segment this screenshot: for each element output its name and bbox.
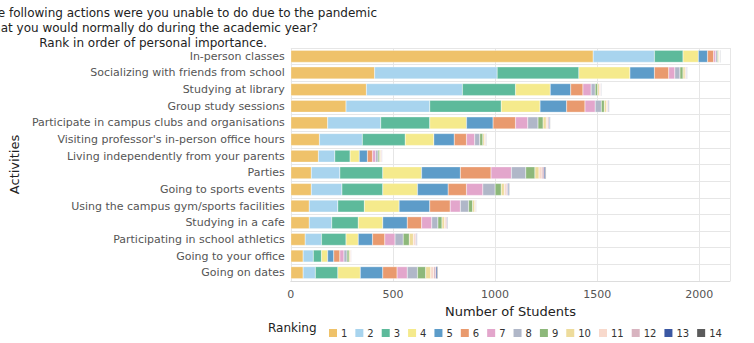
- svg-text:1: 1: [341, 328, 347, 339]
- svg-text:Group study sessions: Group study sessions: [167, 100, 285, 113]
- svg-text:0: 0: [287, 288, 294, 301]
- svg-text:10: 10: [578, 328, 591, 339]
- svg-text:4: 4: [420, 328, 426, 339]
- svg-text:Going to your office: Going to your office: [176, 250, 285, 263]
- svg-text:Rank in order of personal impo: Rank in order of personal importance.: [39, 36, 267, 50]
- svg-text:2000: 2000: [685, 288, 713, 301]
- svg-text:Which of the following actions: Which of the following actions were you …: [0, 6, 377, 20]
- svg-text:Living independently from your: Living independently from your parents: [67, 150, 285, 163]
- svg-text:11: 11: [611, 328, 624, 339]
- svg-text:Going to sports events: Going to sports events: [160, 183, 285, 196]
- svg-text:Ranking: Ranking: [268, 321, 317, 335]
- svg-text:Activities: Activities: [7, 135, 22, 195]
- svg-text:500: 500: [382, 288, 403, 301]
- svg-text:Going on dates: Going on dates: [201, 266, 285, 279]
- svg-text:Parties: Parties: [248, 166, 286, 179]
- svg-text:12: 12: [644, 328, 657, 339]
- svg-text:3: 3: [394, 328, 400, 339]
- svg-text:6: 6: [473, 328, 479, 339]
- svg-text:9: 9: [552, 328, 558, 339]
- svg-text:Participating in school athlet: Participating in school athletics: [113, 233, 285, 246]
- svg-text:5: 5: [446, 328, 452, 339]
- svg-text:1000: 1000: [481, 288, 509, 301]
- svg-text:1500: 1500: [583, 288, 611, 301]
- svg-text:Socializing with friends from: Socializing with friends from school: [90, 66, 285, 79]
- svg-text:14: 14: [709, 328, 722, 339]
- svg-text:Studying in a cafe: Studying in a cafe: [185, 216, 285, 229]
- svg-text:Studying at library: Studying at library: [183, 83, 286, 96]
- svg-text:Participate in campus clubs an: Participate in campus clubs and organisa…: [32, 116, 285, 129]
- svg-text:Using the campus gym/sports fa: Using the campus gym/sports facilities: [71, 200, 285, 213]
- svg-text:Number of Students: Number of Students: [445, 304, 576, 319]
- svg-text:2: 2: [367, 328, 373, 339]
- svg-text:13: 13: [676, 328, 689, 339]
- svg-text:In-person classes: In-person classes: [190, 50, 285, 63]
- svg-text:8: 8: [526, 328, 532, 339]
- svg-text:7: 7: [499, 328, 505, 339]
- svg-text:Visiting professor's in-person: Visiting professor's in-person office ho…: [57, 133, 285, 146]
- svg-text:that you would normally do dur: that you would normally do during the ac…: [0, 21, 318, 35]
